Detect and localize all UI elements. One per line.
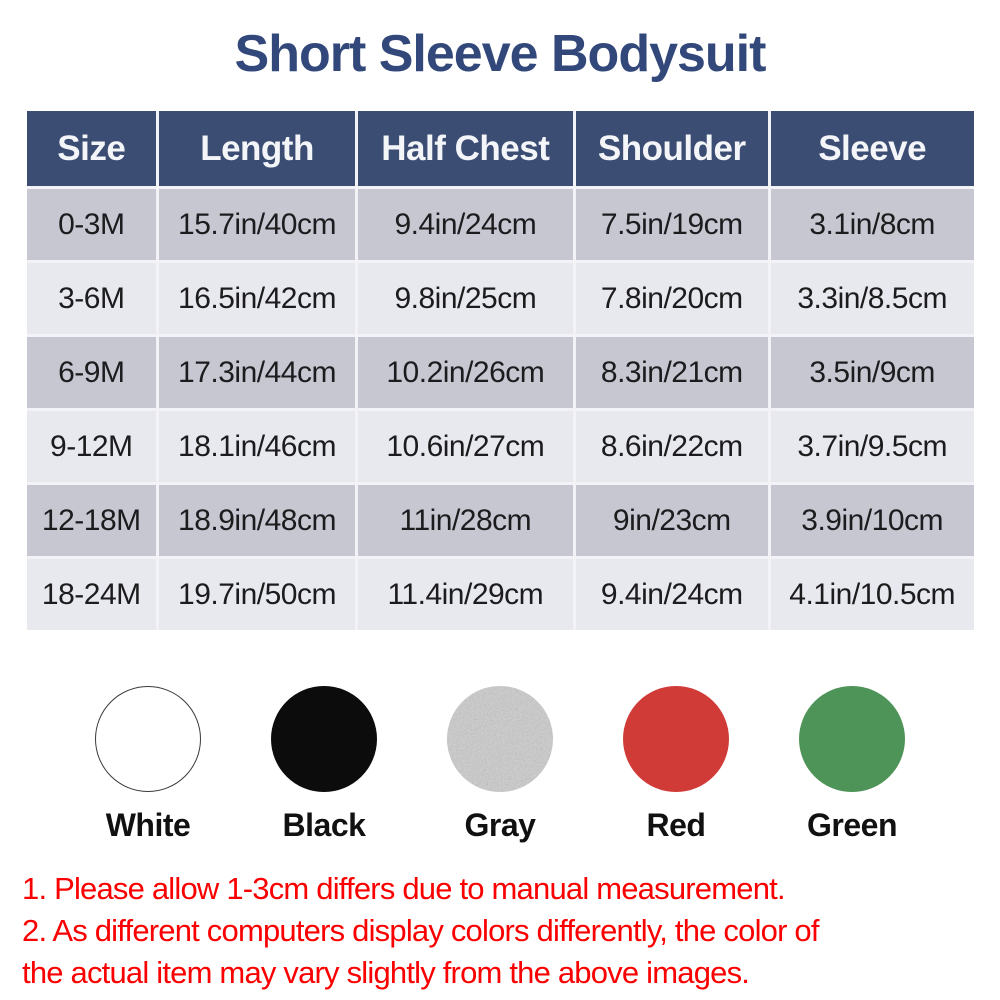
half-chest-cell: 11.4in/29cm [357,559,576,631]
length-cell: 19.7in/50cm [159,559,358,631]
table-row: 9-12M 18.1in/46cm 10.6in/27cm 8.6in/22cm… [26,411,974,486]
swatch-label: Black [282,807,366,844]
half-chest-cell: 9.4in/24cm [357,189,576,264]
swatch-label: Green [807,807,897,844]
note-line-1: 1. Please allow 1-3cm differs due to man… [22,871,786,907]
sleeve-cell: 3.5in/9cm [770,337,974,412]
size-cell: 12-18M [26,485,160,560]
size-cell: 0-3M [26,189,160,264]
table-row: 12-18M 18.9in/48cm 11in/28cm 9in/23cm 3.… [26,485,974,560]
length-cell: 16.5in/42cm [159,263,358,338]
swatch-label: White [105,807,191,844]
column-header-half-chest: Half Chest [357,111,576,190]
note-line-3: the actual item may vary slightly from t… [22,955,750,991]
size-chart: Size Length Half Chest Shoulder Sleeve 0… [26,111,974,631]
column-header-length: Length [159,111,358,190]
green-color-circle [799,686,905,793]
shoulder-cell: 8.3in/21cm [575,337,771,412]
shoulder-cell: 7.5in/19cm [575,189,771,264]
half-chest-cell: 10.6in/27cm [357,411,576,486]
swatch-gray: Gray [412,686,588,844]
size-chart-table: Size Length Half Chest Shoulder Sleeve 0… [26,111,974,631]
table-row: 0-3M 15.7in/40cm 9.4in/24cm 7.5in/19cm 3… [26,189,974,264]
swatch-green: Green [764,686,940,844]
note-line-2: 2. As different computers display colors… [22,913,820,949]
shoulder-cell: 9in/23cm [575,485,771,560]
swatch-label: Gray [464,807,536,844]
sleeve-cell: 3.7in/9.5cm [770,411,974,486]
half-chest-cell: 10.2in/26cm [357,337,576,412]
gray-color-circle [447,686,553,793]
sleeve-cell: 3.9in/10cm [770,485,974,560]
column-header-sleeve: Sleeve [770,111,974,190]
length-cell: 17.3in/44cm [159,337,358,412]
shoulder-cell: 9.4in/24cm [575,559,771,631]
heather-texture [447,686,553,793]
sleeve-cell: 4.1in/10.5cm [770,559,974,631]
length-cell: 18.9in/48cm [159,485,358,560]
column-header-shoulder: Shoulder [575,111,771,190]
shoulder-cell: 7.8in/20cm [575,263,771,338]
shoulder-cell: 8.6in/22cm [575,411,771,486]
white-color-circle [95,686,201,793]
swatch-white: White [60,686,236,844]
table-row: 18-24M 19.7in/50cm 11.4in/29cm 9.4in/24c… [26,559,974,631]
size-cell: 3-6M [26,263,160,338]
column-header-size: Size [26,111,160,190]
sleeve-cell: 3.3in/8.5cm [770,263,974,338]
swatch-black: Black [236,686,412,844]
size-cell: 6-9M [26,337,160,412]
red-color-circle [623,686,729,793]
half-chest-cell: 11in/28cm [357,485,576,560]
swatch-red: Red [588,686,764,844]
header-row: Size Length Half Chest Shoulder Sleeve [26,111,974,190]
color-swatches: White Black Gray Red Green [0,686,1000,844]
size-cell: 18-24M [26,559,160,631]
length-cell: 15.7in/40cm [159,189,358,264]
table-row: 3-6M 16.5in/42cm 9.8in/25cm 7.8in/20cm 3… [26,263,974,338]
swatch-label: Red [646,807,706,844]
sleeve-cell: 3.1in/8cm [770,189,974,264]
size-cell: 9-12M [26,411,160,486]
disclaimer-notes: 1. Please allow 1-3cm differs due to man… [22,868,1000,994]
black-color-circle [271,686,377,793]
table-row: 6-9M 17.3in/44cm 10.2in/26cm 8.3in/21cm … [26,337,974,412]
half-chest-cell: 9.8in/25cm [357,263,576,338]
length-cell: 18.1in/46cm [159,411,358,486]
page-title: Short Sleeve Bodysuit [234,25,767,83]
